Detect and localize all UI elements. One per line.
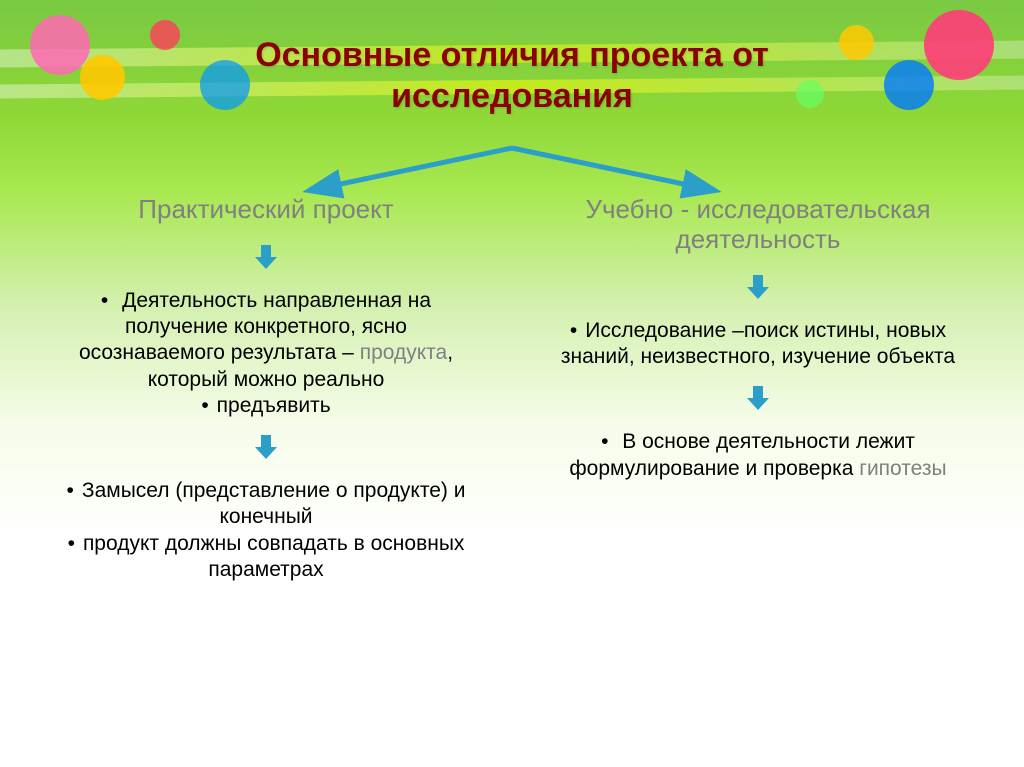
- down-arrow-icon: [253, 243, 279, 271]
- right-column: Учебно - исследовательская деятельность …: [532, 195, 984, 589]
- text-gray: продукта: [360, 341, 448, 364]
- left-block-2: Замысел (представление о продукте) и кон…: [40, 478, 492, 583]
- text-gray: гипотезы: [859, 457, 946, 480]
- right-block-2: В основе деятельности лежит формулирован…: [532, 429, 984, 482]
- left-block-1: Деятельность направленная на получение к…: [40, 288, 492, 419]
- comparison-columns: Практический проект Деятельность направл…: [40, 195, 984, 589]
- down-arrow-icon: [253, 433, 279, 461]
- down-arrow-icon: [745, 384, 771, 412]
- left-column: Практический проект Деятельность направл…: [40, 195, 492, 589]
- text: Замысел (представление о продукте) и кон…: [40, 478, 492, 531]
- text: продукт должны совпадать в основных пара…: [40, 531, 492, 584]
- text: предъявить: [40, 393, 492, 419]
- right-header: Учебно - исследовательская деятельность: [532, 195, 984, 255]
- page-title: Основные отличия проекта от исследования: [0, 35, 1024, 117]
- text: Исследование –поиск истины, новых знаний…: [532, 318, 984, 371]
- left-header: Практический проект: [40, 195, 492, 225]
- right-block-1: Исследование –поиск истины, новых знаний…: [532, 318, 984, 371]
- down-arrow-icon: [745, 273, 771, 301]
- split-arrow: [252, 140, 772, 200]
